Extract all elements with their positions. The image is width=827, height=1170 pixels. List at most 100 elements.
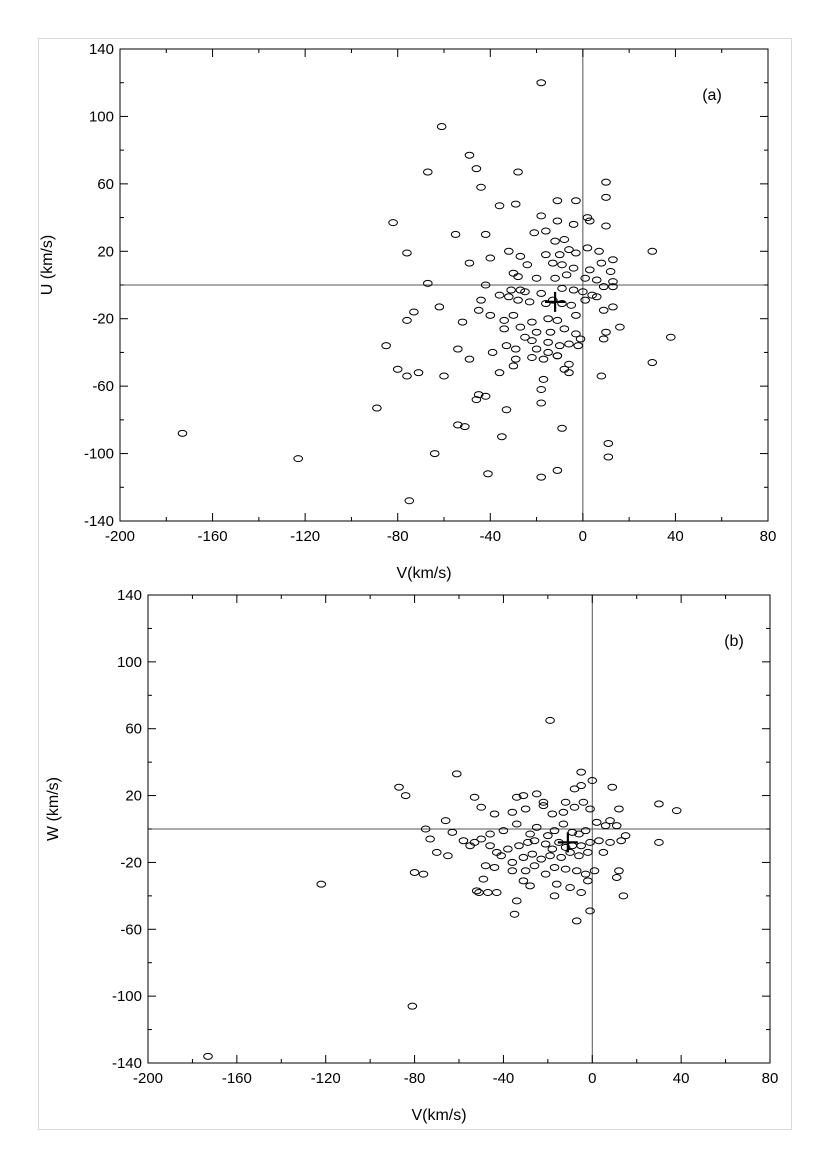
data-point — [511, 793, 522, 801]
data-point — [541, 227, 551, 235]
data-point — [515, 323, 526, 331]
data-point — [571, 917, 582, 925]
data-point — [568, 286, 579, 294]
data-point — [394, 783, 404, 791]
data-point — [541, 300, 551, 308]
data-point — [464, 355, 475, 363]
data-point — [576, 782, 586, 790]
data-point — [418, 870, 429, 878]
data-point — [494, 291, 505, 299]
data-point — [601, 178, 611, 186]
data-point — [545, 328, 556, 336]
data-point — [654, 838, 664, 846]
data-point — [520, 805, 531, 813]
data-point — [518, 792, 529, 800]
data-point — [485, 254, 496, 262]
x-tick-label: -120 — [311, 1070, 341, 1087]
x-tick-label: -80 — [404, 1070, 426, 1087]
data-point — [480, 230, 491, 238]
data-point — [574, 852, 584, 860]
data-point — [564, 246, 574, 254]
data-point — [558, 820, 569, 828]
data-point — [550, 274, 560, 282]
data-point — [569, 785, 580, 793]
data-point — [447, 828, 458, 836]
data-point — [607, 783, 618, 791]
data-point — [510, 200, 521, 208]
y-tick-label: -100 — [84, 446, 114, 463]
data-point — [423, 168, 433, 176]
data-point — [611, 822, 622, 830]
data-point — [531, 345, 542, 353]
data-point — [605, 838, 615, 846]
data-point — [203, 1052, 213, 1060]
data-point — [494, 369, 505, 377]
x-axis-title: V(km/s) — [411, 1107, 466, 1124]
y-tick-label: -20 — [92, 311, 114, 328]
data-point — [547, 259, 558, 267]
data-point — [507, 808, 518, 816]
data-point — [560, 798, 571, 806]
data-point — [509, 910, 520, 918]
mean-cross-marker — [557, 832, 578, 853]
y-tick-label: 20 — [97, 243, 114, 260]
data-point — [443, 852, 453, 860]
x-tick-label: 40 — [673, 1070, 690, 1087]
data-point — [497, 433, 507, 441]
data-point — [605, 817, 615, 825]
data-point — [499, 316, 509, 324]
data-point — [538, 355, 549, 363]
data-point — [469, 793, 480, 801]
data-point — [504, 293, 514, 301]
data-point — [413, 369, 424, 377]
data-point — [529, 862, 540, 870]
data-point — [513, 296, 523, 304]
data-point — [480, 392, 491, 400]
data-point — [557, 300, 567, 308]
data-point — [578, 798, 589, 806]
data-point — [647, 247, 658, 255]
data-point — [547, 845, 558, 853]
data-point — [552, 217, 563, 225]
data-point — [594, 247, 604, 255]
data-point — [547, 810, 558, 818]
x-axis-title: V(km/s) — [396, 565, 451, 582]
data-point — [464, 259, 475, 267]
data-point — [556, 853, 566, 861]
data-point — [529, 229, 540, 237]
data-point — [527, 850, 538, 858]
data-point — [525, 830, 535, 838]
x-tick-label: -40 — [479, 528, 501, 545]
data-point — [471, 165, 482, 173]
y-tick-label: 60 — [97, 176, 114, 193]
data-point — [565, 848, 575, 856]
data-point — [469, 838, 480, 846]
data-point — [507, 858, 518, 866]
data-point — [293, 455, 304, 463]
data-point — [436, 123, 447, 131]
data-point — [545, 716, 555, 724]
data-point — [529, 837, 540, 845]
data-point — [508, 362, 519, 370]
data-point — [434, 303, 445, 311]
data-point — [552, 352, 563, 360]
data-point — [409, 308, 419, 316]
scatter-panel-b: -200 -160 -120 -80 -40 0 40 80 140 100 60 20 -20 -60 -… — [45, 587, 778, 1124]
data-point — [402, 249, 412, 257]
data-point — [591, 818, 602, 826]
scatter-panel-a: -200 -160 -120 -80 -40 0 40 80 140 100 60 20 -20 -60 -… — [39, 41, 776, 582]
data-point — [388, 219, 398, 227]
data-point — [540, 840, 551, 848]
data-point — [506, 286, 516, 294]
data-point — [596, 259, 607, 267]
data-point — [601, 193, 611, 201]
data-point — [540, 870, 551, 878]
data-point — [489, 810, 500, 818]
data-point — [620, 832, 631, 840]
data-point — [489, 863, 500, 871]
data-point — [453, 345, 463, 353]
data-point — [476, 296, 486, 304]
data-point — [508, 311, 519, 319]
data-point — [549, 863, 560, 871]
data-point — [552, 466, 563, 474]
